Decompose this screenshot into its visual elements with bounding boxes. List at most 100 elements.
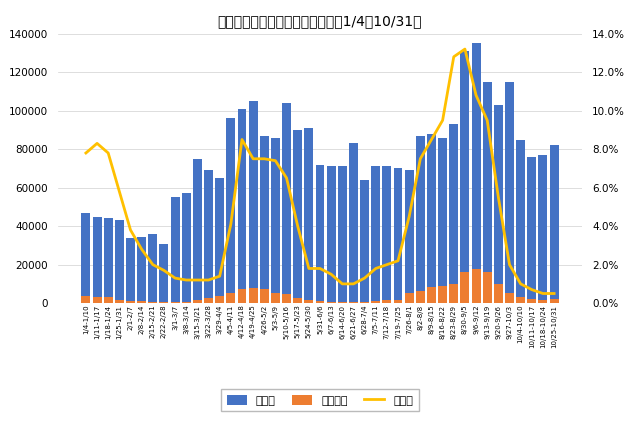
Bar bbox=[483, 272, 492, 303]
陽性率 bbox=[517, 281, 525, 286]
Bar bbox=[282, 103, 291, 303]
陽性率 bbox=[172, 276, 179, 281]
Bar bbox=[159, 302, 168, 303]
Bar bbox=[182, 193, 191, 303]
Bar bbox=[494, 105, 503, 303]
陽性率 bbox=[439, 118, 447, 123]
Bar bbox=[93, 218, 102, 303]
陽性率 bbox=[539, 291, 547, 296]
Title: 大阪府　週間の検査数と陽性率（1/4～10/31）: 大阪府 週間の検査数と陽性率（1/4～10/31） bbox=[218, 14, 422, 28]
Bar bbox=[293, 298, 302, 303]
Bar bbox=[472, 269, 481, 303]
Bar bbox=[171, 302, 180, 303]
Bar bbox=[271, 293, 280, 303]
Bar bbox=[550, 299, 559, 303]
Bar bbox=[527, 299, 536, 303]
Bar bbox=[316, 165, 324, 303]
Bar bbox=[550, 145, 559, 303]
Bar bbox=[227, 118, 236, 303]
Bar bbox=[527, 157, 536, 303]
Bar bbox=[171, 197, 180, 303]
陽性率 bbox=[283, 176, 291, 181]
Bar bbox=[126, 238, 135, 303]
陽性率 bbox=[372, 266, 380, 271]
陽性率 bbox=[138, 247, 145, 252]
Line: 陽性率: 陽性率 bbox=[86, 49, 554, 293]
Bar bbox=[271, 138, 280, 303]
Bar bbox=[516, 297, 525, 303]
陽性率 bbox=[361, 276, 369, 281]
Bar bbox=[93, 297, 102, 303]
Bar bbox=[427, 134, 436, 303]
Bar bbox=[505, 293, 514, 303]
Bar bbox=[427, 287, 436, 303]
Bar bbox=[137, 301, 146, 303]
Bar bbox=[227, 293, 236, 303]
Bar bbox=[249, 101, 257, 303]
Bar bbox=[538, 300, 547, 303]
Bar bbox=[394, 300, 403, 303]
Bar bbox=[104, 218, 113, 303]
Bar bbox=[404, 171, 413, 303]
陽性率 bbox=[550, 291, 558, 296]
陽性率 bbox=[528, 287, 536, 292]
Bar bbox=[449, 124, 458, 303]
陽性率 bbox=[327, 272, 335, 277]
Bar bbox=[460, 51, 469, 303]
Bar bbox=[215, 178, 224, 303]
Bar bbox=[338, 166, 347, 303]
Bar bbox=[159, 245, 168, 303]
Bar bbox=[237, 109, 246, 303]
Bar bbox=[81, 296, 90, 303]
陽性率 bbox=[394, 258, 402, 263]
陽性率 bbox=[93, 141, 101, 146]
Bar bbox=[115, 300, 124, 303]
陽性率 bbox=[405, 214, 413, 219]
Bar bbox=[383, 166, 391, 303]
Bar bbox=[193, 300, 202, 303]
Bar bbox=[316, 301, 324, 303]
Bar bbox=[204, 171, 213, 303]
陽性率 bbox=[316, 266, 324, 271]
陽性率 bbox=[82, 150, 90, 155]
Bar bbox=[505, 82, 514, 303]
Bar bbox=[293, 130, 302, 303]
Bar bbox=[449, 284, 458, 303]
Bar bbox=[338, 302, 347, 303]
陽性率 bbox=[461, 47, 468, 52]
Bar bbox=[438, 286, 447, 303]
Bar bbox=[126, 301, 135, 303]
Bar bbox=[326, 302, 335, 303]
陽性率 bbox=[495, 195, 502, 200]
Bar bbox=[81, 213, 90, 303]
Bar bbox=[371, 166, 380, 303]
陽性率 bbox=[271, 158, 279, 163]
陽性率 bbox=[339, 281, 346, 286]
陽性率 bbox=[294, 224, 301, 229]
陽性率 bbox=[472, 93, 480, 98]
Bar bbox=[237, 289, 246, 303]
陽性率 bbox=[205, 277, 212, 282]
Bar bbox=[516, 139, 525, 303]
Bar bbox=[204, 298, 213, 303]
Bar bbox=[148, 302, 157, 303]
陽性率 bbox=[383, 262, 391, 267]
陽性率 bbox=[104, 150, 112, 155]
Bar bbox=[326, 166, 335, 303]
Bar bbox=[260, 289, 269, 303]
Bar bbox=[349, 144, 358, 303]
Bar bbox=[494, 284, 503, 303]
Bar bbox=[371, 301, 380, 303]
陽性率 bbox=[216, 274, 223, 279]
陽性率 bbox=[417, 156, 424, 161]
Bar bbox=[472, 43, 481, 303]
Bar bbox=[104, 297, 113, 303]
陽性率 bbox=[149, 262, 157, 267]
Bar bbox=[438, 138, 447, 303]
陽性率 bbox=[227, 222, 235, 227]
Bar bbox=[215, 296, 224, 303]
陽性率 bbox=[450, 54, 458, 59]
陽性率 bbox=[349, 281, 357, 286]
Bar bbox=[193, 159, 202, 303]
陽性率 bbox=[305, 266, 313, 271]
